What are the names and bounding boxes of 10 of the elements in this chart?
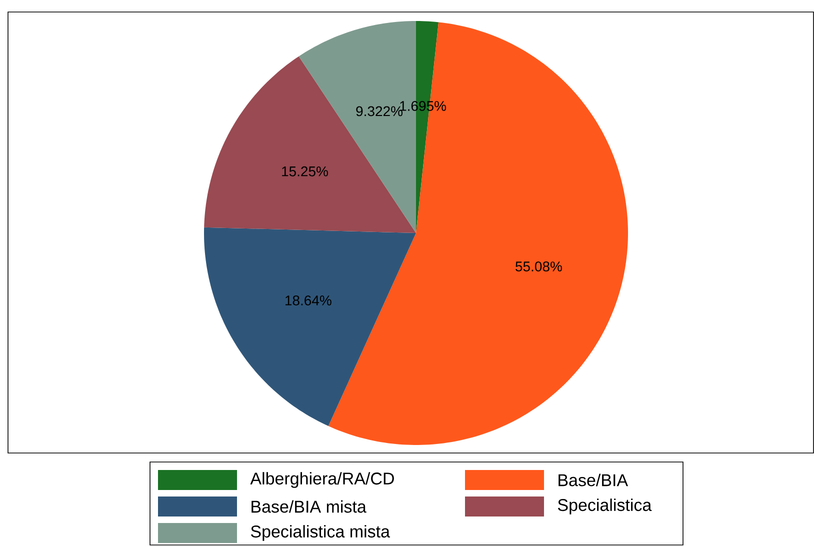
data-label: 15.25% [282, 166, 328, 176]
data-label: 9.322% [356, 106, 403, 116]
legend-label: Alberghiera/RA/CD [250, 472, 394, 488]
legend-label: Base/BIA mista [252, 500, 366, 513]
legend-label: Specialistica mista [250, 525, 390, 541]
data-label: 55.08% [516, 262, 562, 272]
data-label: 18.64% [285, 295, 332, 306]
legend-label: Specialistica [558, 498, 652, 514]
data-label: 1.695% [400, 101, 446, 111]
legend-label: Base/BIA [558, 474, 628, 486]
